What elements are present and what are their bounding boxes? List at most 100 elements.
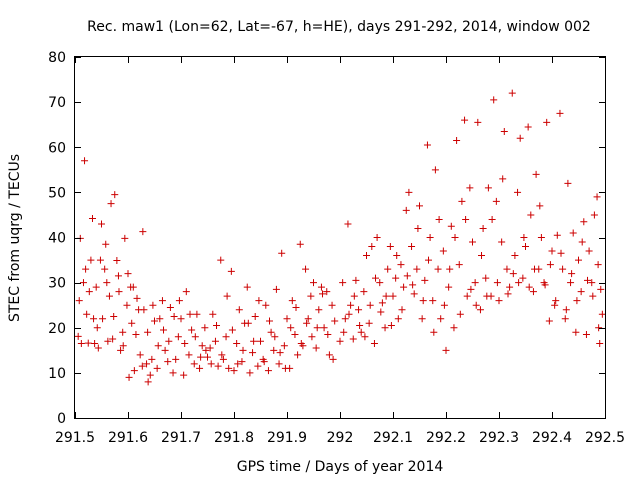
- data-point: [328, 301, 336, 309]
- data-point: [92, 283, 100, 291]
- data-point: [440, 301, 448, 309]
- data-point: [181, 340, 189, 348]
- data-point: [402, 206, 410, 214]
- data-point: [133, 294, 141, 302]
- data-point: [405, 188, 413, 196]
- x-tick-label: 291.8: [214, 430, 254, 446]
- data-point: [461, 116, 469, 124]
- data-point: [227, 267, 235, 275]
- data-point: [594, 261, 602, 269]
- data-point: [275, 360, 283, 368]
- data-point: [389, 292, 397, 300]
- data-point: [488, 215, 496, 223]
- data-point: [130, 367, 138, 375]
- data-point: [139, 228, 147, 236]
- data-point: [476, 306, 484, 314]
- data-point: [527, 211, 535, 219]
- data-point: [292, 303, 300, 311]
- data-point: [114, 272, 122, 280]
- data-point: [363, 252, 370, 260]
- data-point: [110, 312, 118, 320]
- data-point: [511, 252, 519, 260]
- data-points: [74, 89, 606, 386]
- data-point: [349, 335, 357, 343]
- data-point: [280, 342, 288, 350]
- data-point: [435, 215, 443, 223]
- data-point: [271, 333, 279, 341]
- data-point: [588, 279, 596, 287]
- data-point: [595, 324, 603, 332]
- data-point: [84, 339, 92, 347]
- data-point: [102, 240, 110, 248]
- data-point: [278, 249, 286, 257]
- data-point: [352, 276, 360, 284]
- data-point: [543, 118, 551, 126]
- data-point: [75, 297, 83, 305]
- data-point: [409, 281, 417, 289]
- data-point: [472, 301, 480, 309]
- data-point: [447, 222, 455, 230]
- data-point: [585, 247, 593, 255]
- data-point: [492, 197, 500, 205]
- data-point: [169, 369, 177, 377]
- data-point: [413, 265, 421, 273]
- data-point: [386, 243, 394, 251]
- data-point: [158, 297, 166, 305]
- data-point: [185, 351, 193, 359]
- data-point: [515, 279, 523, 287]
- data-point: [414, 224, 422, 232]
- data-point: [103, 279, 111, 287]
- data-point: [91, 340, 99, 348]
- y-tick-label: 80: [48, 50, 66, 66]
- data-point: [493, 279, 501, 287]
- data-point: [580, 218, 588, 226]
- data-point: [201, 324, 209, 332]
- data-point: [551, 301, 559, 309]
- data-point: [81, 157, 89, 165]
- data-point: [345, 310, 353, 318]
- data-point: [516, 134, 524, 142]
- data-point: [234, 360, 242, 368]
- data-point: [202, 346, 210, 354]
- data-point: [138, 362, 146, 370]
- data-point: [325, 351, 333, 359]
- data-point: [233, 340, 241, 348]
- data-point: [129, 283, 137, 291]
- data-point: [117, 346, 125, 354]
- chart-title: Rec. maw1 (Lon=62, Lat=-67, h=HE), days …: [87, 19, 591, 35]
- data-point: [107, 200, 115, 208]
- data-point: [151, 317, 158, 325]
- data-point: [446, 265, 454, 273]
- data-point: [356, 321, 364, 329]
- data-point: [77, 340, 85, 348]
- data-point: [190, 360, 198, 368]
- data-point: [296, 240, 304, 248]
- data-point: [132, 331, 140, 339]
- data-point: [382, 292, 390, 300]
- data-point: [104, 337, 112, 345]
- data-point: [144, 378, 152, 386]
- data-point: [287, 324, 295, 332]
- data-point: [403, 272, 411, 280]
- data-point: [172, 355, 180, 363]
- data-point: [498, 238, 506, 246]
- data-point: [598, 310, 606, 318]
- data-point: [82, 265, 90, 273]
- data-point: [426, 234, 434, 241]
- data-point: [387, 321, 395, 329]
- data-point: [323, 288, 331, 296]
- data-point: [146, 371, 154, 379]
- data-point: [90, 315, 98, 323]
- data-point: [217, 256, 225, 264]
- data-point: [597, 285, 605, 293]
- data-point: [545, 317, 553, 325]
- data-point: [319, 290, 327, 298]
- data-point: [445, 283, 453, 291]
- y-tick-label: 60: [48, 140, 66, 156]
- data-point: [377, 308, 385, 316]
- data-point: [509, 270, 517, 278]
- data-point: [267, 328, 275, 336]
- data-point: [506, 283, 514, 291]
- data-point: [235, 306, 243, 314]
- data-point: [111, 191, 119, 199]
